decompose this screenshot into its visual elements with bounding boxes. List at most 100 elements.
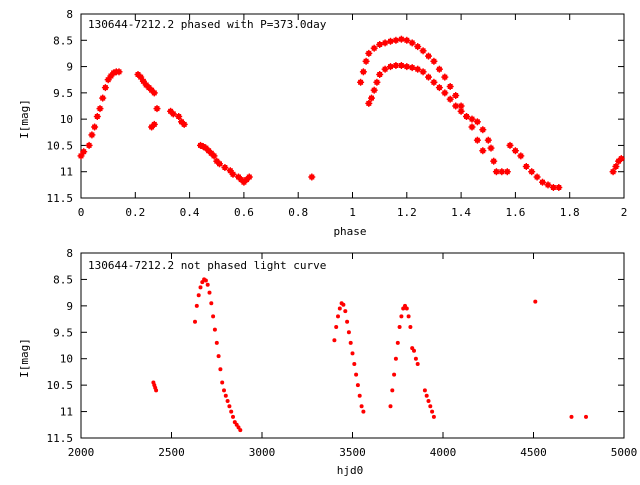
data-point (226, 167, 234, 175)
y-tick-label-unphased: 8 (66, 247, 73, 260)
data-point (473, 136, 481, 144)
data-point (211, 314, 216, 319)
y-tick-label-phased: 10 (60, 113, 73, 126)
data-point (218, 367, 223, 372)
data-point (544, 181, 552, 189)
data-point (223, 393, 228, 398)
data-point (91, 123, 99, 131)
data-point (88, 131, 96, 139)
data-point (463, 113, 470, 120)
data-point (533, 173, 541, 181)
data-point (169, 110, 177, 118)
y-tick-label-unphased: 8.5 (53, 273, 73, 286)
data-point (220, 380, 225, 385)
data-point (452, 92, 460, 99)
data-point (468, 123, 476, 131)
data-point (487, 144, 495, 152)
y-tick-label-unphased: 11.5 (47, 432, 74, 445)
data-point (412, 348, 416, 353)
data-point (355, 383, 360, 388)
data-point (392, 372, 397, 377)
data-point (332, 338, 337, 343)
data-point (441, 73, 449, 81)
data-point (430, 409, 435, 414)
data-point (345, 319, 350, 324)
data-point (341, 302, 346, 307)
data-point (414, 65, 422, 73)
y-tick-label-phased: 9 (66, 61, 73, 74)
data-point (153, 105, 161, 113)
data-point (370, 44, 378, 52)
data-point (452, 102, 460, 110)
y-tick-label-unphased: 11 (60, 406, 73, 419)
y-tick-label-unphased: 10.5 (47, 379, 74, 392)
data-point (376, 71, 384, 78)
data-point (403, 63, 411, 71)
data-point (365, 99, 373, 107)
data-point (350, 351, 355, 356)
data-point (214, 340, 219, 345)
data-point (245, 173, 253, 181)
data-point (473, 118, 481, 126)
data-point (422, 388, 427, 393)
data-point (216, 160, 223, 168)
y-tick-label-phased: 11.5 (47, 192, 74, 205)
data-point (337, 306, 342, 311)
x-axis-label-phased: phase (333, 225, 366, 238)
data-point (346, 330, 351, 335)
data-point (609, 168, 617, 176)
y-tick-label-phased: 10.5 (47, 139, 74, 152)
data-point (175, 113, 183, 120)
data-point (388, 404, 393, 409)
data-point (435, 84, 443, 92)
x-tick-label-phased: 2 (621, 206, 628, 219)
data-point (555, 184, 563, 191)
data-point (154, 388, 159, 393)
data-point (425, 73, 432, 81)
data-point (77, 152, 85, 160)
data-point (225, 399, 230, 403)
data-point (468, 115, 476, 123)
x-tick-label-phased: 1 (349, 206, 356, 219)
data-point (408, 325, 413, 329)
x-tick-label-phased: 0 (78, 206, 85, 219)
x-tick-label-phased: 0.6 (234, 206, 254, 219)
x-tick-label-unphased: 3500 (339, 446, 366, 459)
data-point (368, 94, 375, 102)
data-point (522, 163, 530, 170)
data-point (101, 84, 109, 92)
data-point (419, 47, 427, 55)
data-point (373, 78, 381, 86)
data-point (229, 409, 234, 414)
data-point (93, 113, 101, 120)
data-point (517, 152, 525, 160)
data-point (431, 414, 436, 419)
x-tick-label-phased: 1.8 (560, 206, 580, 219)
x-tick-label-unphased: 4000 (430, 446, 457, 459)
data-point (354, 372, 359, 377)
data-point (569, 414, 574, 419)
data-point (198, 285, 203, 290)
data-point (96, 105, 104, 113)
data-point (139, 77, 147, 85)
data-point (441, 89, 449, 97)
data-point (425, 52, 432, 60)
x-tick-label-phased: 1.6 (505, 206, 525, 219)
data-point (227, 404, 232, 409)
data-point (426, 399, 431, 403)
data-point (490, 157, 498, 165)
data-point (137, 73, 145, 81)
data-point (99, 94, 107, 102)
data-point (193, 319, 197, 324)
data-point (446, 83, 454, 90)
x-tick-label-phased: 0.4 (180, 206, 200, 219)
x-tick-label-unphased: 4500 (520, 446, 547, 459)
data-point (395, 340, 400, 345)
data-point (207, 290, 212, 295)
y-tick-label-unphased: 9 (66, 300, 73, 313)
data-point (150, 89, 158, 97)
data-point (617, 155, 625, 163)
data-point (430, 57, 438, 65)
